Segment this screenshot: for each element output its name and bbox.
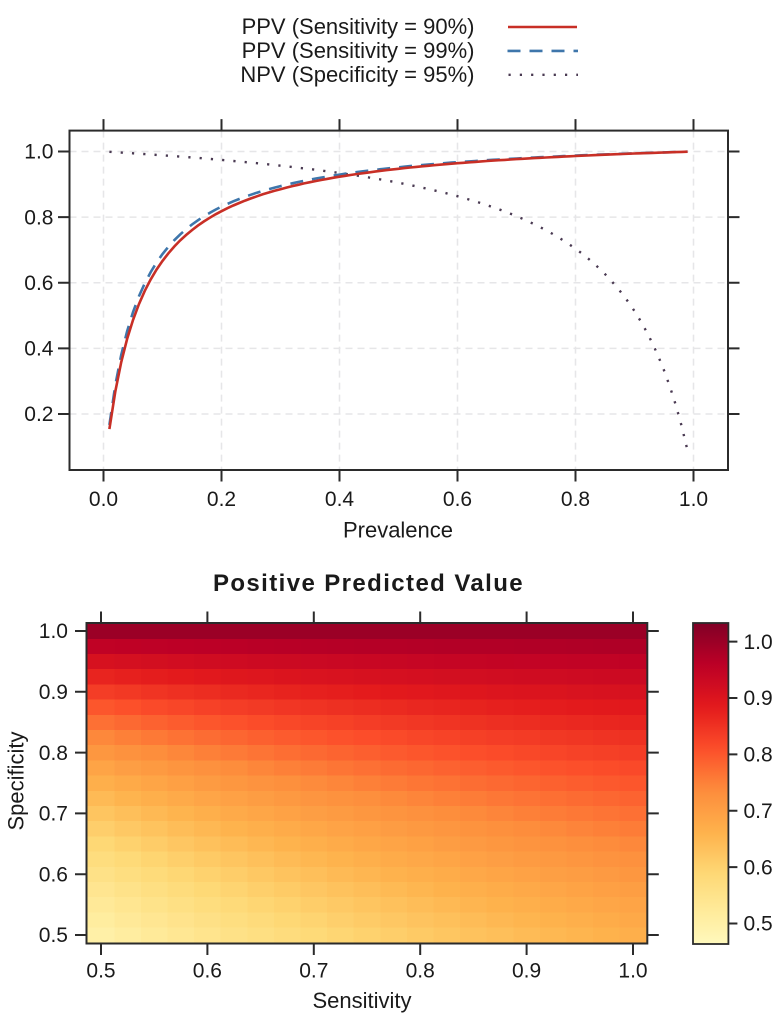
svg-text:0.4: 0.4	[325, 488, 355, 511]
svg-text:0.6: 0.6	[443, 488, 472, 511]
svg-text:0.5: 0.5	[39, 924, 68, 947]
svg-text:PPV (Sensitivity = 90%): PPV (Sensitivity = 90%)	[242, 14, 475, 39]
svg-text:0.2: 0.2	[24, 403, 53, 426]
svg-text:NPV (Specificity = 95%): NPV (Specificity = 95%)	[240, 62, 474, 87]
svg-text:0.6: 0.6	[24, 272, 53, 295]
svg-text:Prevalence: Prevalence	[343, 518, 453, 543]
svg-text:Specificity: Specificity	[4, 731, 29, 830]
svg-text:0.9: 0.9	[39, 681, 68, 704]
svg-text:1.0: 1.0	[744, 631, 773, 654]
svg-text:0.8: 0.8	[561, 488, 590, 511]
svg-text:0.6: 0.6	[744, 856, 773, 879]
svg-text:0.0: 0.0	[89, 488, 118, 511]
svg-text:1.0: 1.0	[24, 141, 53, 164]
svg-text:1.0: 1.0	[679, 488, 708, 511]
svg-text:0.7: 0.7	[39, 803, 68, 826]
svg-text:0.8: 0.8	[406, 960, 435, 983]
svg-text:1.0: 1.0	[39, 620, 68, 643]
svg-text:Positive Predicted Value: Positive Predicted Value	[213, 570, 524, 597]
svg-text:Sensitivity: Sensitivity	[312, 988, 411, 1013]
svg-text:0.8: 0.8	[39, 742, 68, 765]
svg-text:0.6: 0.6	[193, 960, 222, 983]
svg-text:0.9: 0.9	[744, 687, 773, 710]
svg-text:0.9: 0.9	[512, 960, 541, 983]
svg-text:0.4: 0.4	[24, 338, 54, 361]
svg-text:0.2: 0.2	[207, 488, 236, 511]
svg-text:0.7: 0.7	[299, 960, 328, 983]
svg-text:0.8: 0.8	[24, 206, 53, 229]
svg-text:1.0: 1.0	[618, 960, 647, 983]
svg-text:0.5: 0.5	[744, 913, 773, 936]
svg-text:0.6: 0.6	[39, 863, 68, 886]
svg-text:0.7: 0.7	[744, 800, 773, 823]
svg-text:PPV (Sensitivity = 99%): PPV (Sensitivity = 99%)	[242, 38, 475, 63]
svg-text:0.5: 0.5	[86, 960, 115, 983]
svg-text:0.8: 0.8	[744, 744, 773, 767]
